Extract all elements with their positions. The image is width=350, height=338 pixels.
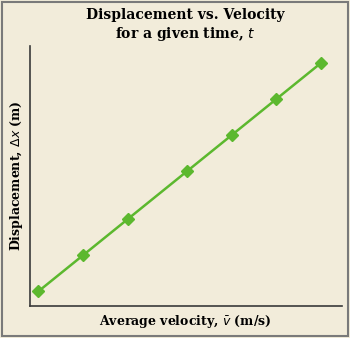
- Y-axis label: Displacement, $\Delta x$ (m): Displacement, $\Delta x$ (m): [8, 101, 25, 251]
- Title: Displacement vs. Velocity
for a given time, $\mathit{t}$: Displacement vs. Velocity for a given ti…: [86, 8, 285, 43]
- X-axis label: Average velocity, $\bar{v}$ (m/s): Average velocity, $\bar{v}$ (m/s): [99, 313, 272, 330]
